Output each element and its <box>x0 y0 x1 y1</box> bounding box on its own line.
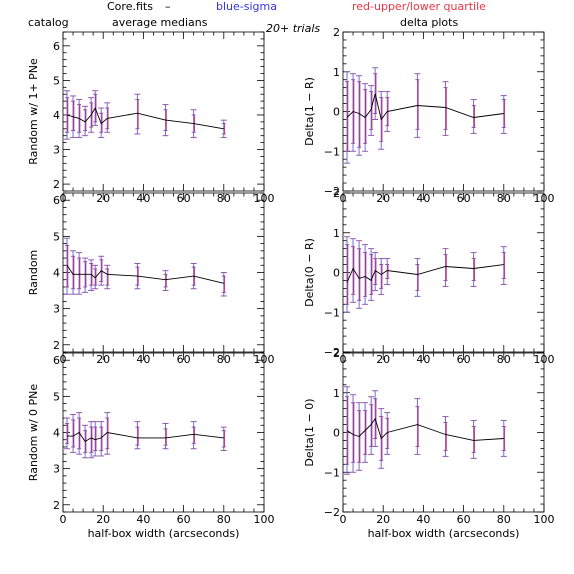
y-tick-label: −2 <box>324 346 340 359</box>
y-axis-label: Delta(1 − R) <box>303 77 316 146</box>
y-tick-label: 4 <box>53 427 60 440</box>
y-tick-label: 4 <box>53 109 60 122</box>
y-tick-label: 2 <box>333 347 340 360</box>
x-tick-label: 20 <box>376 513 390 526</box>
x-tick-label: 0 <box>340 513 347 526</box>
y-tick-label: 5 <box>53 230 60 243</box>
x-tick-label: 60 <box>177 513 191 526</box>
x-tick-label: 80 <box>217 513 231 526</box>
y-tick-label: 0 <box>333 427 340 440</box>
y-tick-label: −1 <box>324 466 340 479</box>
y-tick-label: −1 <box>324 306 340 319</box>
plot-frame <box>62 192 265 353</box>
panel-left-bottom: 0 20 40 60 80 100 2 3 4 5 6 Random w/ 0 PNe half-box… <box>27 352 275 540</box>
plot-frame <box>342 31 545 192</box>
y-axis-label: Random <box>27 250 40 296</box>
y-tick-label: 0 <box>333 106 340 119</box>
y-tick-label: 0 <box>333 267 340 280</box>
plot-frame <box>342 192 545 353</box>
x-tick-label: 100 <box>254 513 275 526</box>
header-title: Core.fits <box>107 0 153 13</box>
median-line <box>66 265 224 284</box>
median-line <box>346 417 504 441</box>
left-column-sub: average medians <box>112 16 208 29</box>
y-axis-label: Delta(0 − R) <box>303 238 316 307</box>
x-tick-label: 20 <box>96 513 110 526</box>
y-tick-label: −2 <box>324 185 340 198</box>
y-tick-label: 2 <box>53 499 60 512</box>
y-tick-label: 5 <box>53 390 60 403</box>
y-tick-label: 5 <box>53 74 60 87</box>
y-tick-label: −2 <box>324 506 340 519</box>
left-column-label: catalog <box>28 16 69 29</box>
panel-right-bottom: 0 20 40 60 80 100 −2 −1 0 1 2 Delta(1 − 0) half-box … <box>303 347 555 540</box>
median-line <box>66 106 224 130</box>
trials-label: 20+ trials <box>266 22 320 35</box>
y-tick-label: 6 <box>53 40 60 53</box>
y-tick-label: 2 <box>53 339 60 352</box>
x-tick-label: 80 <box>497 513 511 526</box>
x-tick-label: 0 <box>60 513 67 526</box>
plot-frame <box>342 352 545 513</box>
y-tick-label: 2 <box>333 187 340 200</box>
y-tick-label: 6 <box>53 354 60 367</box>
y-tick-label: 1 <box>333 66 340 79</box>
y-tick-label: 2 <box>333 26 340 39</box>
y-axis-label: Random w/ 0 PNe <box>27 384 40 482</box>
legend-blue-sigma: blue-sigma <box>216 0 277 13</box>
y-axis-label: Random w/ 1+ PNe <box>27 58 40 165</box>
header-dash: – <box>165 0 171 13</box>
y-tick-label: 1 <box>333 387 340 400</box>
x-tick-label: 40 <box>416 513 430 526</box>
x-axis-label: half-box width (arcseconds) <box>368 527 520 540</box>
y-tick-label: 6 <box>53 194 60 207</box>
legend-red-quartile: red-upper/lower quartile <box>352 0 486 13</box>
y-tick-label: 4 <box>53 267 60 280</box>
x-axis-label: half-box width (arcseconds) <box>88 527 240 540</box>
median-line <box>346 264 504 283</box>
x-tick-label: 40 <box>136 513 150 526</box>
x-tick-label: 100 <box>534 513 555 526</box>
x-tick-label: 60 <box>457 513 471 526</box>
median-line <box>346 93 504 121</box>
y-tick-label: 3 <box>53 463 60 476</box>
y-axis-label: Delta(1 − 0) <box>303 398 316 466</box>
plot-frame <box>62 352 265 513</box>
y-tick-label: 3 <box>53 144 60 157</box>
y-tick-label: −1 <box>324 145 340 158</box>
y-tick-label: 2 <box>53 178 60 191</box>
y-tick-label: 3 <box>53 303 60 316</box>
median-line <box>67 431 224 443</box>
y-tick-label: 1 <box>333 227 340 240</box>
right-column-label: delta plots <box>400 16 458 29</box>
